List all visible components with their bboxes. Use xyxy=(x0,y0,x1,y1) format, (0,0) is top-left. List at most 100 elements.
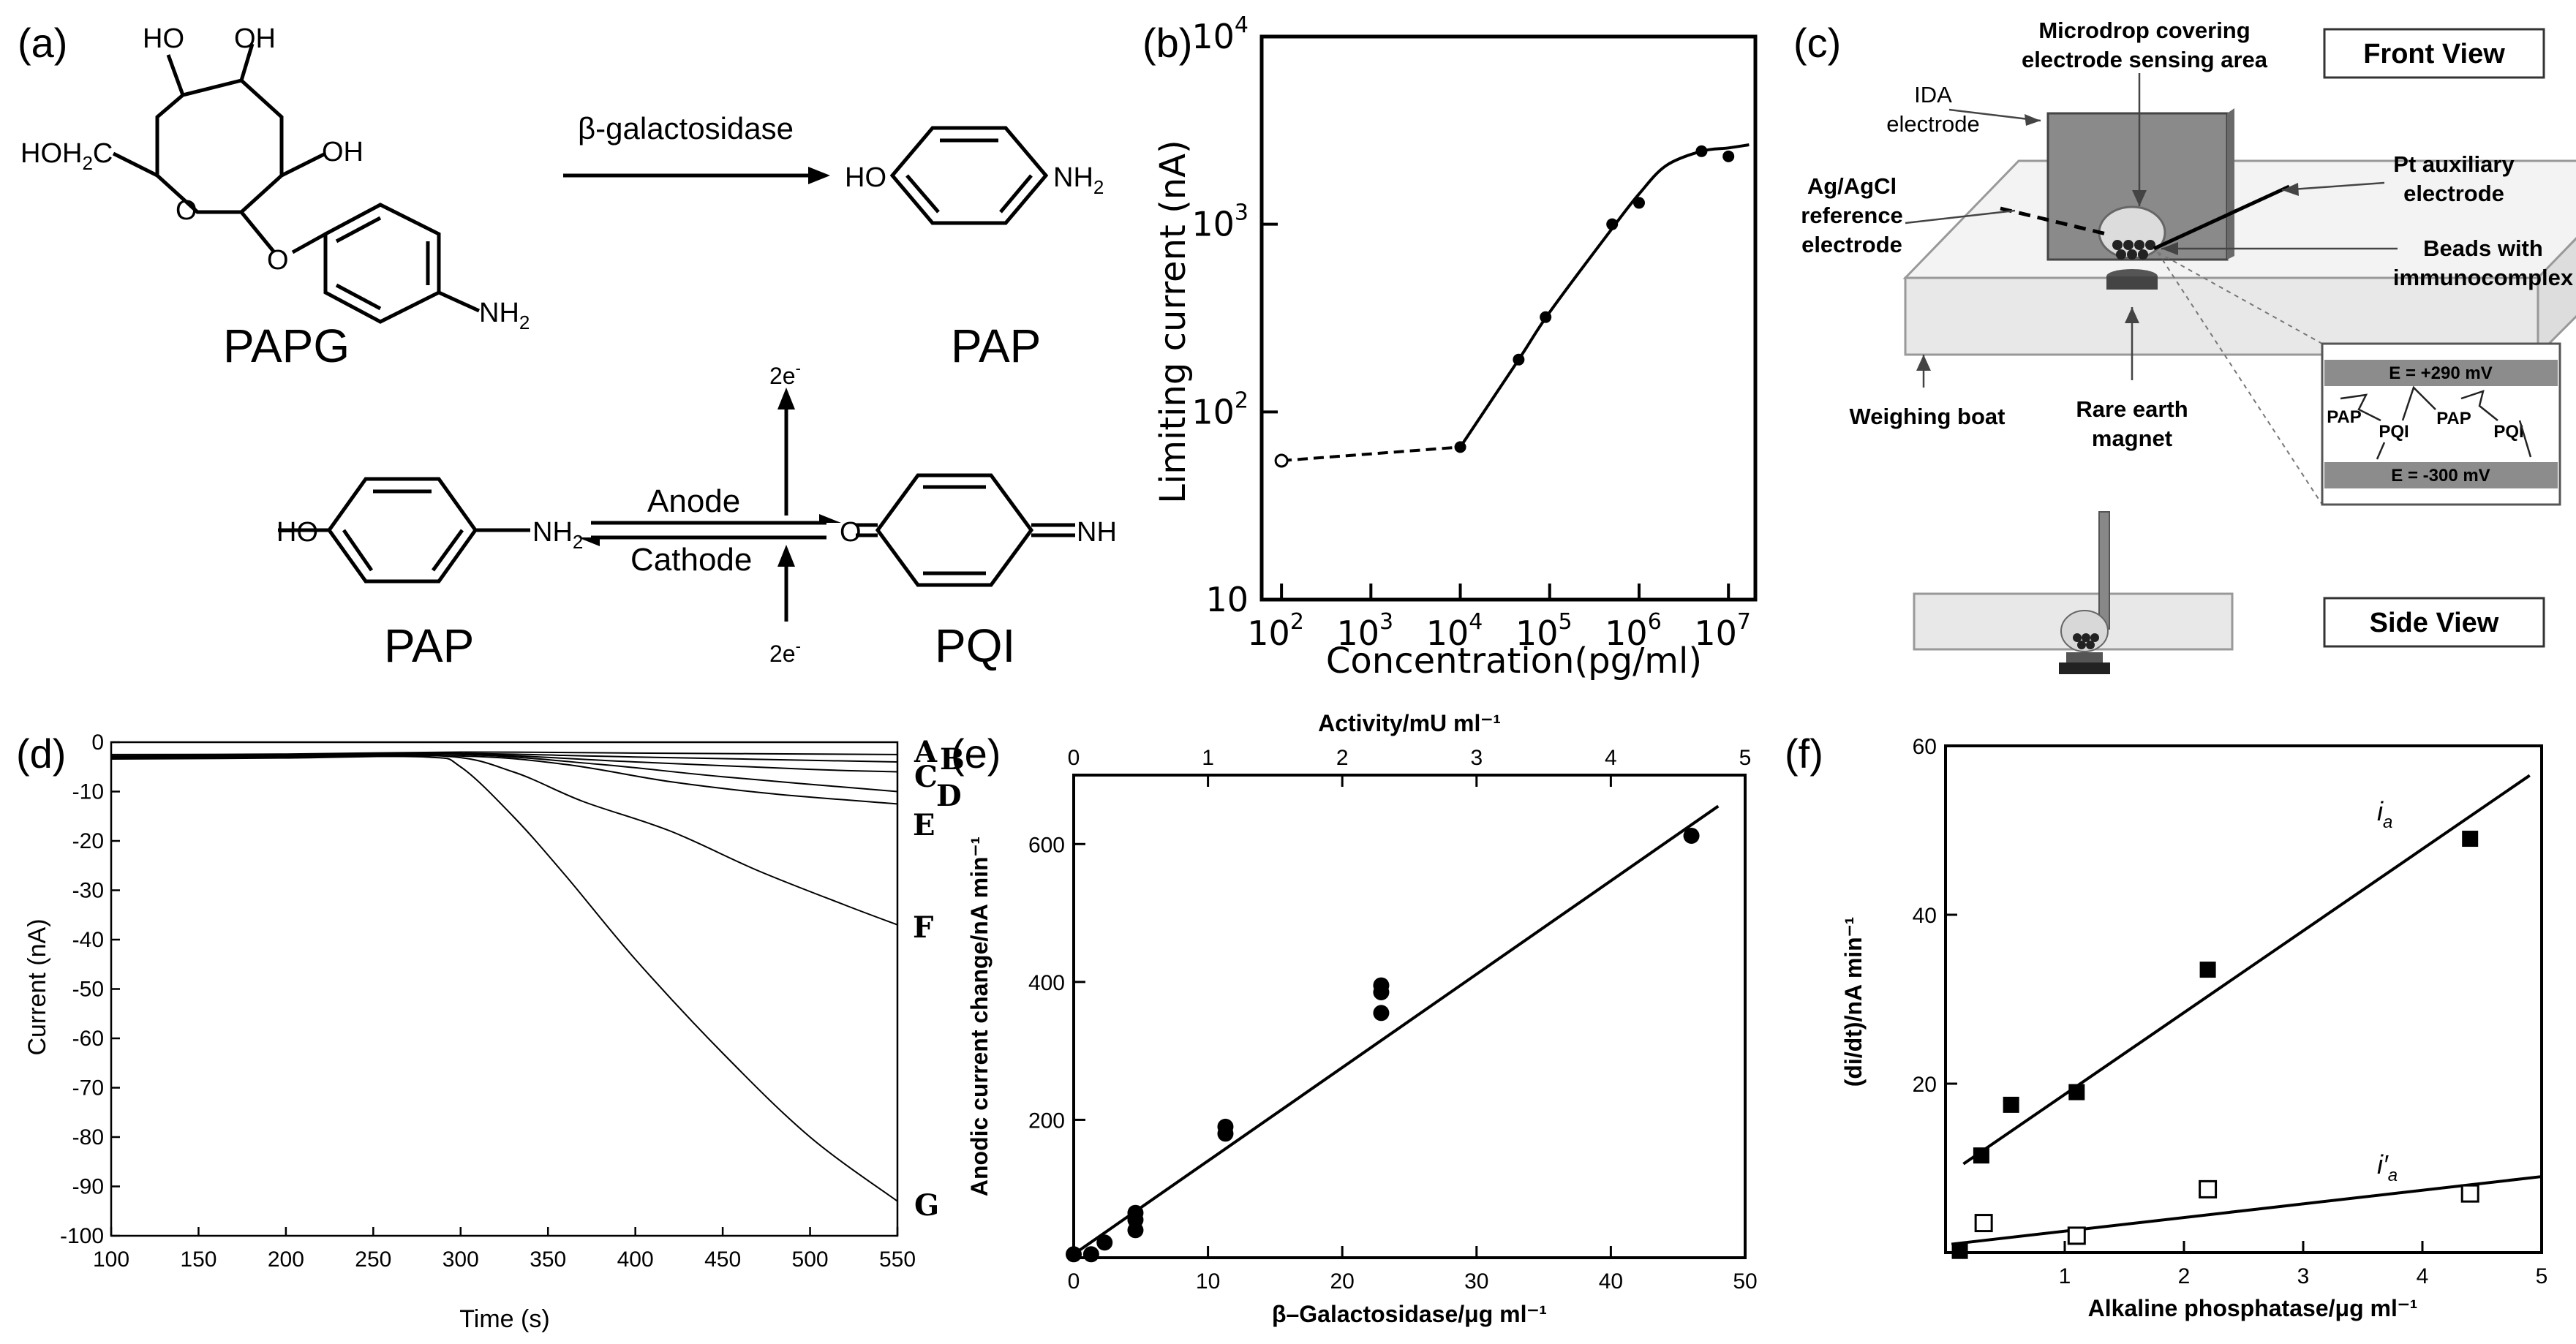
pap-top-label: PAP xyxy=(951,320,1041,372)
panel-a-letter: (a) xyxy=(18,20,67,66)
electron-out-head xyxy=(777,388,795,409)
pap-bottom-ho: HO xyxy=(276,517,318,548)
chart-b-xtick-label: 107 xyxy=(1694,609,1751,653)
cathode-arrow-head xyxy=(578,537,600,546)
chart-e-x2tick-label: 4 xyxy=(1605,746,1617,770)
chart-f-point-open xyxy=(1974,1214,1993,1233)
papg-ch2oh: HOH2C xyxy=(20,138,113,174)
panel-c-letter: (c) xyxy=(1793,20,1841,66)
papg-glycoside-bond xyxy=(240,211,276,254)
chart-f-point-filled xyxy=(2003,1096,2019,1113)
chart-f-xtick-label: 2 xyxy=(2178,1264,2191,1288)
chart-f-frame xyxy=(1944,744,2543,1254)
chart-e-x2label: Activity/mU ml⁻¹ xyxy=(1318,710,1501,736)
papg-oh-3: OH xyxy=(322,137,364,167)
chart-d-axes: 100 150 200 250 300 350 400 450 500 550 0 -10 -20 -30… xyxy=(60,730,916,1272)
chart-e-point xyxy=(1683,827,1700,844)
agcl-label-1: Ag/AgCl xyxy=(1807,173,1897,199)
chart-d-label-G: G xyxy=(914,1188,939,1223)
pap-bottom-structure xyxy=(278,477,530,584)
chart-f-fit-0 xyxy=(1962,774,2531,1166)
chart-e-ylabel: Anodic current change/nA min⁻¹ xyxy=(966,837,993,1196)
chart-f-xtick-label: 5 xyxy=(2536,1264,2548,1288)
pap-bottom-nh2: NH2 xyxy=(532,517,583,553)
papg-double-1 xyxy=(335,216,382,243)
chart-d-xtick-label: 100 xyxy=(93,1247,129,1272)
chart-b-point xyxy=(1722,150,1735,162)
chart-d-ytick-label: -100 xyxy=(60,1224,104,1248)
chart-f-xlabel: Alkaline phosphatase/μg ml⁻¹ xyxy=(2088,1295,2418,1321)
pqi-structure xyxy=(856,473,1075,587)
chart-b-xtick-label: 104 xyxy=(1426,609,1483,653)
chart-d-label-B: B xyxy=(940,742,965,777)
pap-bottom-double-2 xyxy=(431,529,464,572)
chart-b-xtick-label: 102 xyxy=(1247,609,1304,653)
chart-e-xlabel: β–Galactosidase/μg ml⁻¹ xyxy=(1272,1301,1547,1327)
chart-d-series-E xyxy=(110,755,898,805)
callout-pt-head xyxy=(2282,183,2299,196)
callout-beads-head xyxy=(2161,242,2178,255)
chart-d-frame xyxy=(110,741,899,1237)
chart-e-point xyxy=(1217,1118,1234,1135)
chart-f-ytick-label: 60 xyxy=(1913,735,1937,759)
chart-b-point xyxy=(1632,197,1645,209)
chart-d-label-F: F xyxy=(913,910,933,945)
chart-f-point-filled xyxy=(1973,1147,1989,1164)
chart-e-ytick-label: 400 xyxy=(1028,971,1065,995)
chart-b-point xyxy=(1540,311,1552,323)
chart-e-xtick-label: 0 xyxy=(1068,1269,1080,1294)
chart-f-xtick-label: 4 xyxy=(2417,1264,2429,1288)
inset-e-top: E = +290 mV xyxy=(2389,363,2492,383)
chart-b-xtick-label: 106 xyxy=(1605,609,1662,653)
chart-e-axes: 0 10 20 30 40 50 0 1 2 3 4 5 200 400 600 xyxy=(1028,746,1758,1294)
chart-b-xtick-label: 105 xyxy=(1515,609,1573,653)
side-view-label: Side View xyxy=(2370,608,2499,638)
chart-e-xtick-label: 20 xyxy=(1330,1269,1355,1294)
chart-f-ytick-label: 40 xyxy=(1913,904,1937,928)
chart-f-point-filled xyxy=(1951,1242,1968,1259)
side-view-box xyxy=(2323,597,2545,648)
papg-ring-o: O xyxy=(176,195,197,226)
callout-microdrop-head xyxy=(2132,190,2147,206)
papg-nh2-bond xyxy=(437,290,481,313)
chart-f-point-filled xyxy=(2462,831,2479,847)
inset-pqi-1: PQI xyxy=(2379,422,2409,442)
pap-bottom-double-3 xyxy=(342,529,374,572)
chart-d-xtick-label: 300 xyxy=(442,1247,479,1272)
chart-d-xtick-label: 200 xyxy=(268,1247,304,1272)
enzyme-label: β-galactosidase xyxy=(578,111,794,146)
anode-arrow-head xyxy=(819,514,841,523)
chart-f-xtick-label: 3 xyxy=(2297,1264,2310,1288)
pap-top-ring xyxy=(889,126,1049,225)
pap-top-double-2 xyxy=(999,174,1033,214)
callout-pt xyxy=(2281,181,2385,192)
boat-side-face xyxy=(2537,237,2576,358)
panel-b-letter: (b) xyxy=(1142,20,1192,66)
papg-oh-bond-3 xyxy=(280,151,327,178)
panel-d: (d) 100 150 200 250 300 350 400 450 500 550 0 -10 -2… xyxy=(16,730,965,1333)
agcl-label-3: electrode xyxy=(1801,232,1902,257)
chart-b-point xyxy=(1454,441,1466,453)
chart-e-x2tick-label: 1 xyxy=(1202,746,1214,770)
papg-oh-bond-1 xyxy=(166,54,185,96)
chart-e-x2tick-label: 2 xyxy=(1336,746,1349,770)
chart-d-xtick-label: 550 xyxy=(879,1247,916,1272)
panel-f-letter: (f) xyxy=(1785,730,1823,777)
chart-e-point xyxy=(1096,1234,1113,1251)
chart-b-points xyxy=(1274,145,1735,468)
electrons-top: 2e- xyxy=(769,359,801,389)
chart-e-point xyxy=(1127,1204,1144,1221)
microdrop-label-1: Microdrop covering xyxy=(2038,18,2250,43)
chart-b-frame xyxy=(1259,34,1758,602)
chart-d-xtick-label: 400 xyxy=(617,1247,654,1272)
inset-e-bottom: E = -300 mV xyxy=(2391,466,2490,486)
side-electrode xyxy=(2098,511,2110,630)
chart-d-xtick-label: 500 xyxy=(792,1247,829,1272)
zoom-lines xyxy=(2157,252,2323,505)
chart-e-xtick-label: 50 xyxy=(1733,1269,1757,1294)
chart-b-ylabel: Limiting current (nA) xyxy=(1153,140,1194,504)
weighing-boat-label: Weighing boat xyxy=(1850,404,2006,429)
chart-b-ytick-label: 10 xyxy=(1205,580,1249,619)
